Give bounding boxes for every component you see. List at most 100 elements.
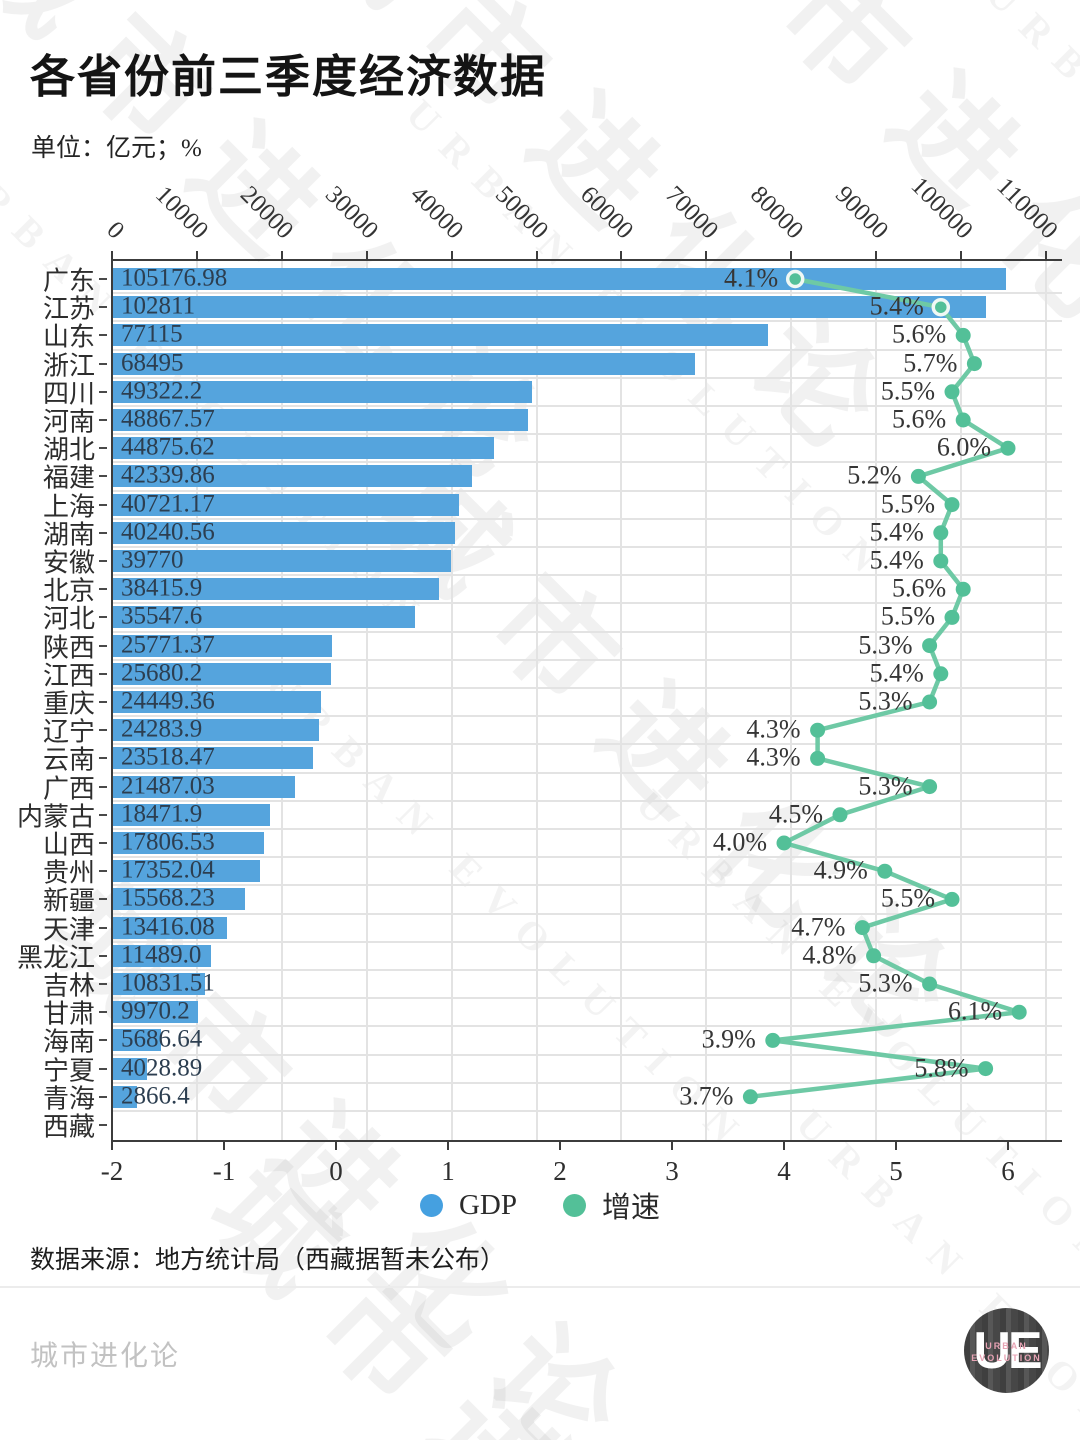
horizontal-gridline: [111, 320, 1062, 323]
growth-point: [877, 863, 893, 879]
province-label: 黑龙江: [16, 943, 95, 973]
horizontal-gridline: [111, 1025, 1062, 1028]
gdp-bar: [113, 832, 265, 854]
gdp-bar: [113, 380, 532, 403]
horizontal-gridline: [111, 517, 1062, 520]
growth-point: [933, 525, 949, 541]
growth-value-label: 4.7%: [791, 911, 846, 941]
growth-point: [955, 327, 971, 343]
logo-subtext: URBAN EVOLUTION: [971, 1341, 1042, 1363]
province-label: 广西: [42, 774, 95, 804]
province-label: 安徽: [42, 548, 95, 578]
vertical-gridline: [875, 261, 878, 1140]
footer-brand: 城市进化论: [30, 1341, 181, 1372]
top-axis-tick: [705, 251, 708, 259]
province-label: 贵州: [42, 858, 95, 888]
province-label: 山西: [42, 830, 95, 860]
gdp-bar: [113, 493, 459, 516]
bottom-axis-tick: [447, 1142, 449, 1150]
bottom-axis-tick-label: 4: [777, 1156, 791, 1186]
gdp-value-label: 2866.4: [121, 1082, 190, 1110]
growth-point: [944, 497, 960, 513]
top-axis-tick-label: 30000: [320, 181, 384, 245]
growth-point: [866, 948, 882, 964]
gdp-value-label: 10831.51: [121, 969, 215, 997]
growth-point: [1011, 1004, 1027, 1020]
bottom-axis-tick-label: 2: [553, 1156, 567, 1186]
growth-value-label: 5.5%: [880, 376, 935, 406]
province-label: 湖北: [42, 435, 95, 465]
vertical-gridline: [960, 261, 962, 1140]
bottom-axis-tick: [671, 1142, 673, 1150]
gdp-value-label: 44875.62: [121, 433, 215, 461]
gdp-value-label: 68495: [121, 349, 184, 377]
horizontal-gridline: [111, 771, 1062, 774]
gdp-value-label: 11489.0: [121, 941, 202, 969]
growth-value-label: 5.3%: [858, 968, 913, 998]
bottom-axis-tick: [1007, 1142, 1009, 1150]
growth-point: [955, 412, 971, 428]
growth-value-label: 5.5%: [880, 883, 935, 913]
growth-point: [933, 553, 949, 569]
category-tick: [99, 842, 107, 844]
growth-value-label: 5.5%: [880, 488, 935, 518]
growth-value-label: 4.0%: [712, 827, 767, 857]
vertical-gridline: [1044, 261, 1047, 1140]
category-tick: [99, 503, 107, 506]
page-title: 各省份前三季度经济数据: [30, 52, 548, 102]
top-axis-tick: [1044, 251, 1047, 259]
growth-value-label: 5.3%: [858, 686, 913, 716]
gdp-value-label: 38415.9: [121, 574, 203, 602]
growth-point: [944, 891, 960, 907]
gdp-value-label: 48867.57: [121, 405, 215, 433]
category-tick: [99, 390, 107, 393]
category-tick: [99, 475, 107, 478]
gdp-value-label: 24283.9: [121, 715, 203, 743]
horizontal-gridline: [111, 884, 1062, 887]
growth-value-label: 5.3%: [858, 629, 913, 659]
top-axis-tick-label: 40000: [405, 181, 469, 245]
top-axis-tick-label: 0: [100, 216, 129, 245]
horizontal-gridline: [111, 799, 1062, 802]
top-axis-tick: [111, 251, 113, 259]
province-label: 重庆: [42, 689, 95, 719]
growth-legend-dot-icon: [563, 1193, 586, 1217]
gdp-value-label: 25680.2: [121, 659, 203, 687]
province-label: 浙江: [42, 351, 95, 381]
gdp-bar: [113, 719, 320, 742]
gdp-bar: [113, 775, 296, 798]
gdp-bar: [113, 1085, 138, 1108]
gdp-value-label: 9970.2: [121, 997, 190, 1025]
growth-point: [978, 1061, 994, 1077]
legend-item-growth: 增速: [563, 1184, 660, 1226]
bottom-axis-tick: [223, 1142, 225, 1150]
top-axis-tick-label: 10000: [150, 181, 214, 245]
growth-point: [966, 356, 982, 372]
growth-value-label: 5.3%: [858, 770, 913, 800]
category-tick: [99, 1095, 107, 1098]
category-tick: [99, 1124, 107, 1126]
growth-point: [955, 581, 971, 597]
province-label: 福建: [42, 463, 95, 493]
data-source-note: 数据来源：地方统计局（西藏据暂未公布）: [30, 1247, 506, 1274]
horizontal-gridline: [111, 348, 1062, 351]
gdp-bar: [113, 1057, 148, 1080]
gdp-value-label: 39770: [121, 546, 184, 574]
category-tick: [99, 362, 107, 365]
gdp-bar: [113, 352, 695, 375]
bottom-axis-tick-label: 6: [1001, 1156, 1015, 1186]
top-axis-tick: [280, 251, 283, 259]
chart-legend: GDP 增速: [0, 1184, 1080, 1226]
category-tick: [99, 306, 107, 309]
gdp-value-label: 40721.17: [121, 490, 215, 518]
growth-value-label: 5.4%: [869, 545, 924, 575]
horizontal-gridline: [111, 658, 1062, 661]
gdp-value-label: 25771.37: [121, 631, 215, 659]
growth-value-label: 4.8%: [802, 940, 857, 970]
bottom-axis-tick-label: 1: [441, 1156, 455, 1186]
province-label: 青海: [42, 1084, 95, 1114]
gdp-bar: [113, 324, 768, 347]
category-tick: [99, 813, 107, 816]
